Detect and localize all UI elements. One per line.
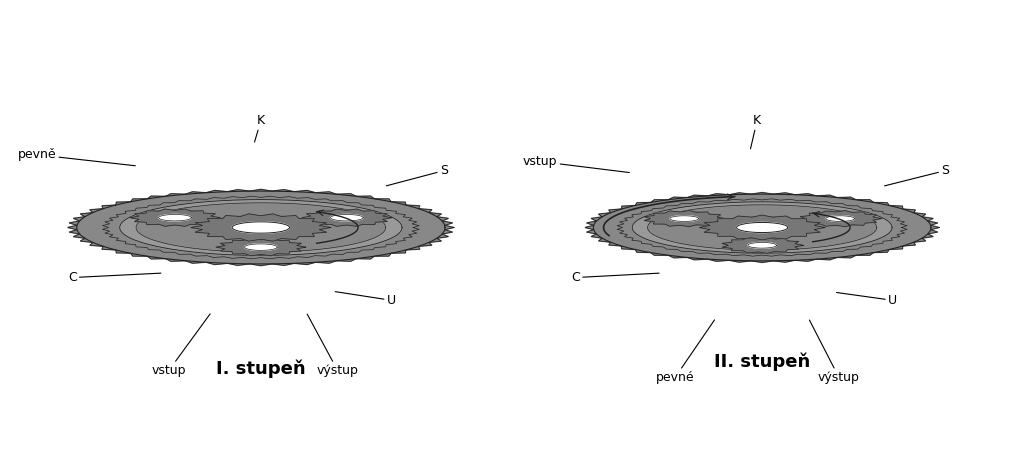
Text: K: K [255,114,265,142]
Polygon shape [800,211,881,227]
Text: výstup: výstup [307,314,358,377]
Polygon shape [244,244,277,250]
Polygon shape [138,210,212,225]
Text: U: U [837,293,897,307]
Text: C: C [68,271,161,284]
Polygon shape [826,216,854,222]
Text: pevné: pevné [656,320,714,384]
Text: I. stupeň: I. stupeň [216,359,306,378]
Polygon shape [202,216,320,239]
Polygon shape [748,243,776,248]
Text: K: K [751,114,761,149]
Text: pevně: pevně [17,148,135,166]
Polygon shape [670,216,699,222]
Polygon shape [651,212,718,225]
Text: S: S [387,164,448,186]
Polygon shape [159,214,191,221]
Polygon shape [585,192,939,263]
Text: vstup: vstup [523,155,629,172]
Polygon shape [224,240,298,254]
Polygon shape [806,212,874,225]
Text: II. stupeň: II. stupeň [714,353,810,371]
Polygon shape [302,209,392,226]
Text: U: U [336,292,396,307]
Polygon shape [722,237,803,253]
Polygon shape [737,222,788,233]
Polygon shape [68,189,454,266]
Polygon shape [191,214,330,241]
Polygon shape [120,200,402,255]
Polygon shape [632,202,892,253]
Polygon shape [728,238,796,252]
Text: S: S [885,164,949,186]
Polygon shape [700,215,825,240]
Polygon shape [709,217,815,238]
Text: C: C [571,271,659,284]
Polygon shape [216,238,306,256]
Polygon shape [130,209,220,226]
Polygon shape [593,194,931,261]
Polygon shape [77,191,445,264]
Polygon shape [310,210,384,225]
Polygon shape [330,214,363,221]
Text: vstup: vstup [151,314,210,377]
Text: výstup: výstup [809,320,859,384]
Polygon shape [232,222,290,233]
Polygon shape [644,211,725,227]
